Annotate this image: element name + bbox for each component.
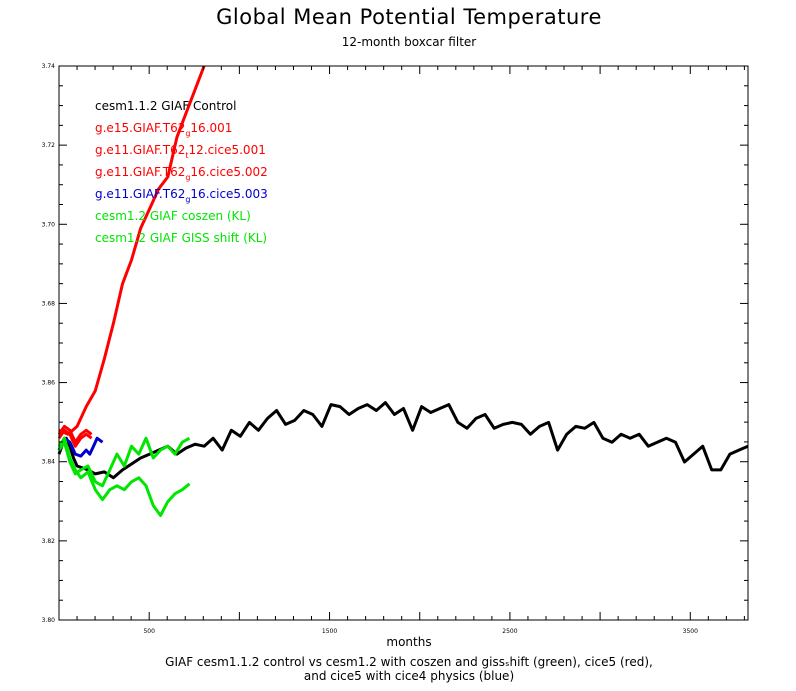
legend-entry-label: g.e15.GIAF.T62 [95,121,185,135]
x-tick-label: 2500 [502,628,517,635]
y-tick-label: 3.86 [42,380,56,387]
series-line-6 [57,436,191,488]
plot-frame [58,65,749,621]
plot-lines [57,65,749,517]
legend-entry: g.e11.GIAF.T62g16.cice5.002 [95,165,268,182]
series-line-3 [57,428,93,448]
legend: cesm1.1.2 GIAF Controlg.e15.GIAF.T62g16.… [95,99,268,245]
x-axis-label: months [386,635,431,649]
legend-entry: cesm1.2 GIAF coszen (KL) [95,209,251,223]
legend-entry-suffix: 16.cice5.002 [190,165,267,179]
legend-entry-suffix: 16.cice5.003 [190,187,267,201]
legend-entry: g.e15.GIAF.T62g16.001 [95,121,232,138]
legend-entry-subscript: g [185,173,190,182]
chart-title: Global Mean Potential Temperature [216,5,602,29]
y-tick-label: 3.80 [42,617,56,624]
legend-entry-subscript: g [185,195,190,204]
caption-line-2: and cice5 with cice4 physics (blue) [304,669,514,683]
legend-entry-label: g.e11.GIAF.T62 [95,143,185,157]
y-tick-label: 3.84 [42,459,56,466]
caption-line-1: GIAF cesm1.1.2 control vs cesm1.2 with c… [165,655,653,669]
series-line-2 [57,424,93,444]
y-tick-label: 3.82 [42,538,56,545]
legend-entry: cesm1.1.2 GIAF Control [95,99,236,113]
legend-entry-label: cesm1.2 GIAF GISS shift (KL) [95,231,267,245]
legend-entry: g.e11.GIAF.T62g16.cice5.003 [95,187,268,204]
legend-entry-label: cesm1.2 GIAF coszen (KL) [95,209,251,223]
legend-entry-suffix: 16.001 [190,121,232,135]
y-tick-label: 3.74 [42,63,56,70]
series-line-0 [57,401,749,480]
x-tick-label: 3500 [683,628,698,635]
y-tick-label: 3.72 [42,142,56,149]
x-tick-label: 1500 [322,628,337,635]
legend-entry-subscript: g [185,129,190,138]
chart-subtitle: 12-month boxcar filter [342,35,477,49]
series-line-1 [58,65,206,436]
legend-entry-label: cesm1.1.2 GIAF Control [95,99,236,113]
series-line-4 [57,436,104,458]
axis-ticks: 3.80 3.82 3.84 3.86 3.68 3.70 3.72 3.74 500 1500 2… [42,63,748,635]
legend-entry-label: g.e11.GIAF.T62 [95,165,185,179]
legend-entry-subscript: t [185,151,188,160]
legend-entry: g.e11.GIAF.T62t12.cice5.001 [95,143,266,160]
legend-entry: cesm1.2 GIAF GISS shift (KL) [95,231,267,245]
legend-entry-suffix: 12.cice5.001 [188,143,265,157]
y-tick-label: 3.68 [42,300,56,307]
legend-entry-label: g.e11.GIAF.T62 [95,187,185,201]
y-tick-label: 3.70 [42,221,56,228]
series-line-5 [57,436,191,517]
x-tick-label: 500 [143,628,155,635]
